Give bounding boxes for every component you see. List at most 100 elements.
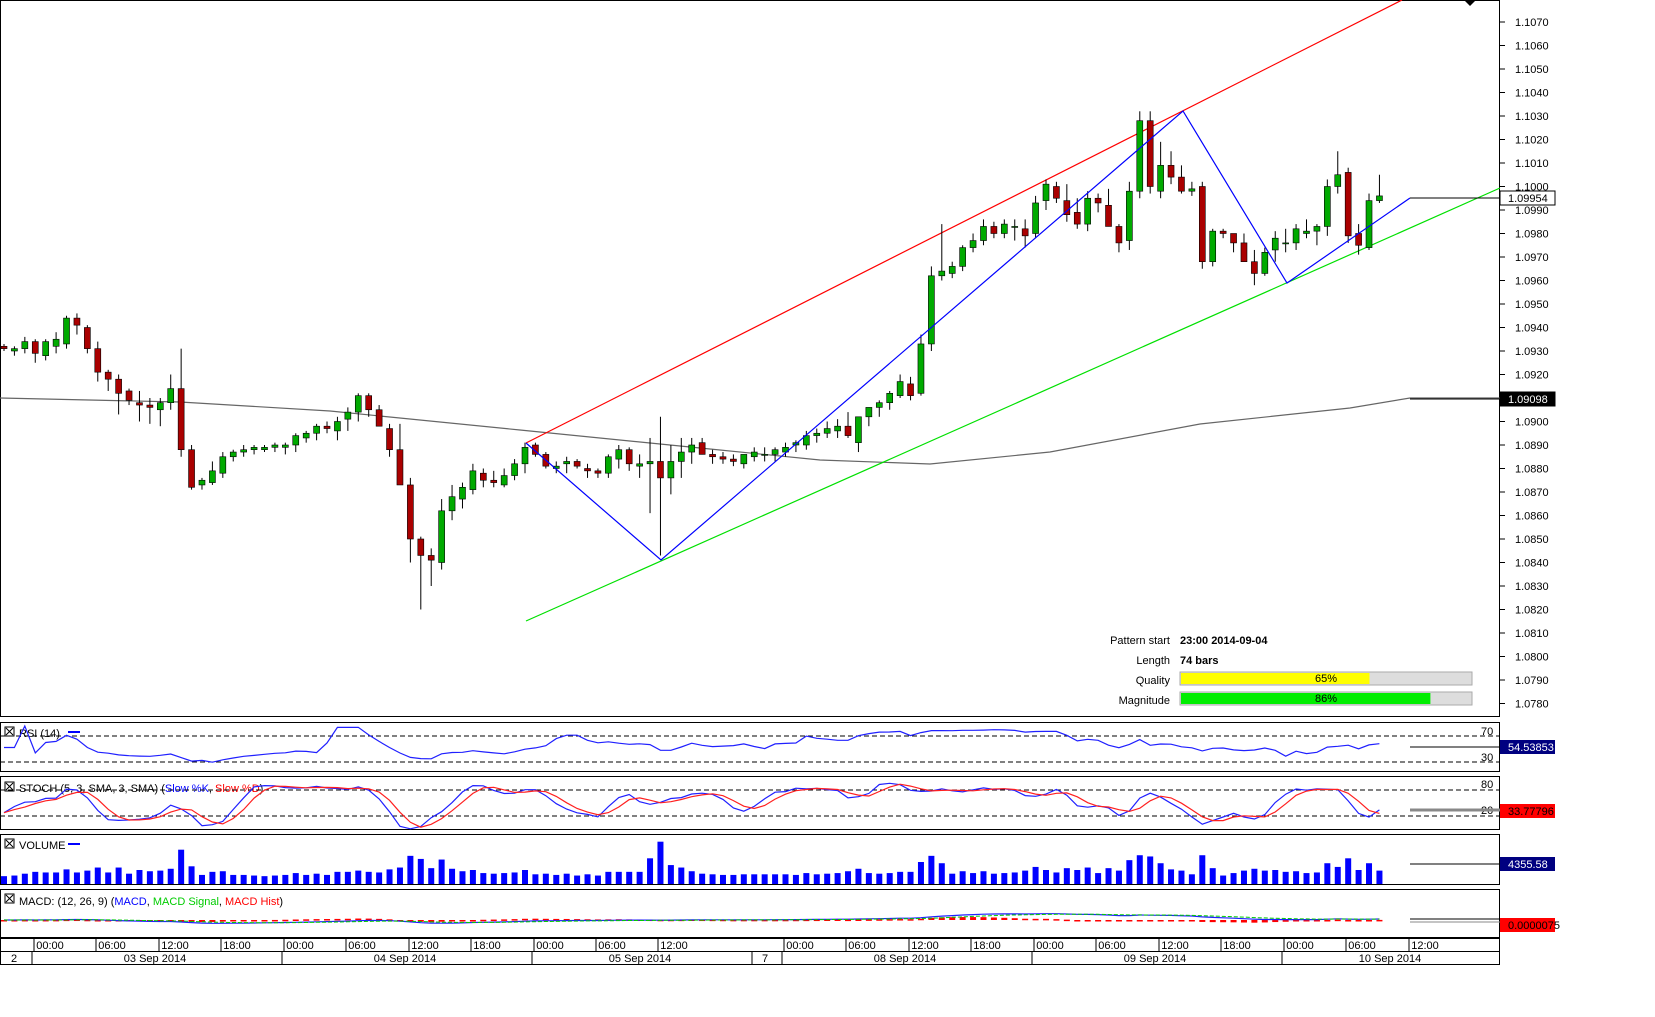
macd-hist-bar [1272, 920, 1279, 923]
volume-bar [1105, 868, 1112, 884]
volume-bar [438, 859, 445, 884]
channel-lines [525, 0, 1501, 622]
macd-hist-bar [813, 919, 820, 922]
volume-bar [251, 875, 258, 884]
macd-hist-bar [1157, 920, 1164, 922]
macd-hist-bar [740, 919, 747, 922]
candle-body [980, 226, 987, 241]
time-tick-label: 18:00 [1223, 940, 1251, 952]
candle-body [0, 345, 8, 349]
candle-body [459, 486, 466, 500]
rsi-level-30: 30 [1481, 752, 1493, 764]
volume-bar [417, 858, 424, 884]
macd-hist-bar [1303, 920, 1310, 922]
volume-bar [813, 874, 820, 884]
candle-body [928, 275, 935, 345]
candle-body [511, 463, 518, 476]
price-tick-label: 1.1030 [1515, 111, 1549, 123]
volume-bar [365, 871, 372, 884]
candle-body [1178, 176, 1185, 192]
volume-bar [1, 876, 7, 884]
rsi-pane[interactable]: RSI (14) 70 30 54.53853 [0, 722, 1555, 772]
candle-body [1199, 186, 1206, 262]
volume-bar [198, 874, 205, 884]
volume-bar [1293, 871, 1300, 884]
volume-bar [688, 871, 695, 884]
time-tick-label: 12:00 [911, 940, 939, 952]
macd-hist-bar [167, 920, 174, 922]
macd-hist-bar [428, 920, 435, 923]
volume-bar [1043, 870, 1049, 884]
macd-hist-bar [282, 919, 289, 922]
macd-hist-bar [1282, 920, 1289, 922]
volume-bar [1240, 870, 1247, 884]
candle-body [146, 404, 154, 408]
candle-body [188, 449, 195, 488]
volume-pane[interactable]: VOLUME 4355.58 [0, 834, 1556, 885]
candle-body [969, 240, 977, 248]
candle-body [344, 411, 352, 420]
time-tick-label: 00:00 [1036, 940, 1064, 952]
volume-bar [42, 872, 49, 884]
zigzag-pattern [525, 110, 1411, 561]
macd-hist-bar [876, 919, 883, 921]
time-tick-label: 06:00 [98, 940, 126, 952]
macd-hist-bar [303, 919, 310, 921]
macd-hist-bar [376, 918, 383, 921]
volume-bar [522, 870, 528, 884]
macd-hist-bar [53, 919, 60, 922]
volume-bar [584, 874, 591, 884]
candle-body [823, 428, 831, 434]
price-tick-label: 1.0880 [1515, 464, 1549, 476]
candle-body [1376, 195, 1383, 201]
volume-bar [1272, 870, 1279, 884]
price-tick-label: 1.0800 [1515, 652, 1549, 664]
scroll-marker-icon[interactable] [1464, 0, 1476, 6]
candle-body [1251, 261, 1258, 274]
main-price-pane[interactable]: 1.1070 1.1060 1.1050 1.1040 1.1030 1.1020 1.10… [0, 0, 1556, 717]
candle-body [615, 449, 623, 460]
candle-body [719, 456, 727, 460]
macd-hist-bar [292, 919, 299, 922]
macd-hist-bar [365, 918, 372, 921]
volume-bar [959, 871, 966, 884]
macd-hist-bar [271, 919, 278, 922]
volume-bar [63, 869, 70, 884]
candle-body [1313, 226, 1321, 232]
macd-hist-bar [511, 919, 518, 921]
time-tick-label: 00:00 [786, 940, 814, 952]
macd-hist-bar [1240, 920, 1247, 923]
macd-pane[interactable]: MACD: (12, 26, 9) (MACD, MACD Signal, MA… [0, 889, 1561, 938]
volume-bar [1324, 863, 1331, 884]
macd-hist-bar [1168, 920, 1175, 922]
volume-bar [407, 855, 414, 884]
macd-hist-bar [542, 918, 549, 921]
price-tick-label: 1.1040 [1515, 88, 1549, 100]
volume-bar [1230, 873, 1237, 884]
candle-body [875, 402, 883, 408]
candle-body [1271, 237, 1279, 251]
candle-body [1115, 226, 1123, 244]
volume-bar [834, 873, 841, 884]
macd-hist-bar [1043, 918, 1049, 921]
macd-hist-bar [970, 917, 977, 920]
volume-bar [1011, 872, 1018, 884]
price-tick-label: 1.0820 [1515, 605, 1549, 617]
date-label: 2 [11, 953, 17, 965]
candle-body [115, 378, 122, 394]
stoch-pane[interactable]: STOCH (5, 3, SMA, 3, SMA) (Slow %K, Slow… [0, 776, 1555, 830]
volume-bar [209, 871, 216, 884]
time-tick-label: 12:00 [660, 940, 688, 952]
candle-body [1146, 120, 1154, 187]
volume-bar [313, 873, 320, 884]
volume-bar [501, 873, 508, 884]
macd-hist-bar [792, 919, 799, 922]
candle-body [1042, 183, 1050, 201]
price-tick-label: 1.0960 [1515, 276, 1549, 288]
volume-bar [730, 874, 737, 884]
time-tick-label: 12:00 [1161, 940, 1189, 952]
candle-body [688, 444, 696, 453]
macd-hist-bar [21, 919, 28, 922]
candle-body [1219, 230, 1227, 234]
candle-body [271, 444, 279, 448]
